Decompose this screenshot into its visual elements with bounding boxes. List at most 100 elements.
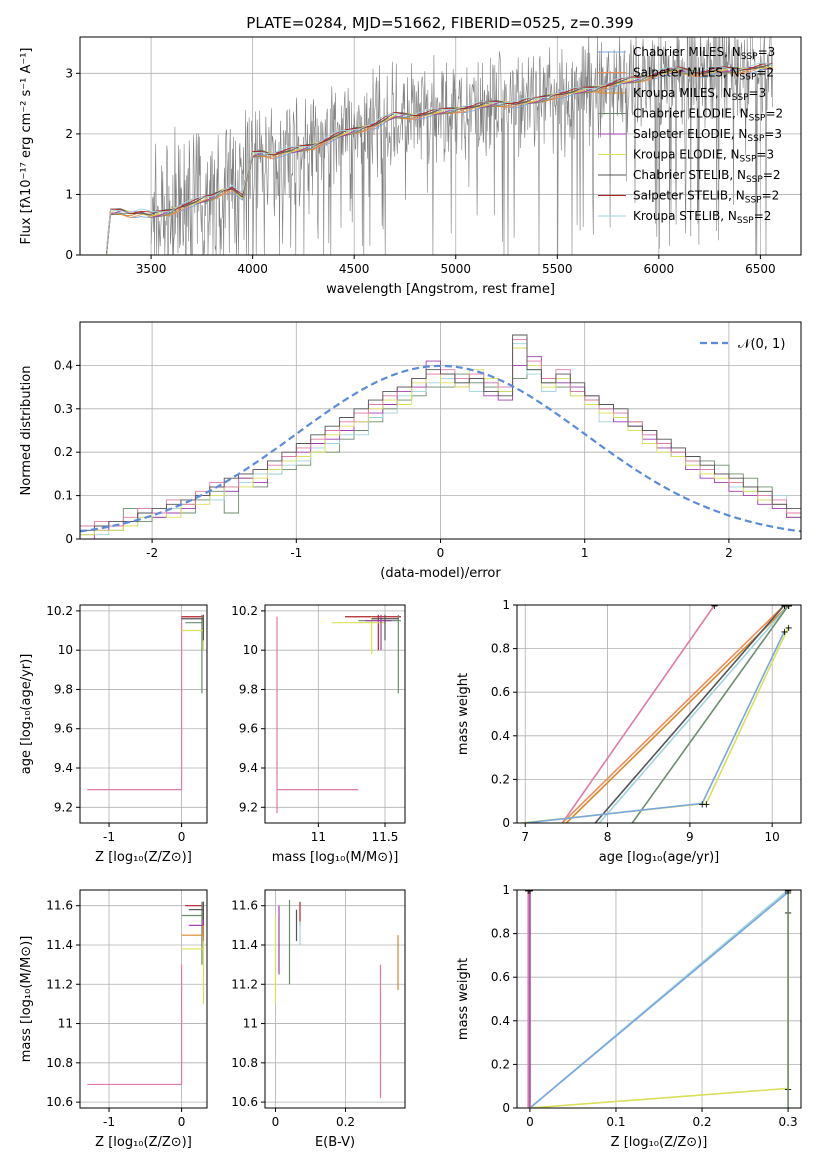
axes-frame — [264, 889, 406, 1109]
y-axis-label: Normed distribution — [19, 366, 34, 496]
y-tick-label: 0.4 — [491, 729, 510, 743]
y-tick-label: 0.4 — [54, 358, 73, 372]
x-tick-label: 5000 — [440, 262, 471, 276]
plot-area — [80, 334, 801, 539]
y-tick-label: 0.8 — [491, 927, 510, 941]
plot-area — [105, 37, 773, 255]
y-tick-label: 10.8 — [46, 1056, 73, 1070]
y-tick-label: 9.4 — [54, 761, 73, 775]
y-tick-label: 3 — [65, 66, 73, 80]
Z-weight-panel: ++ +++++0 0.1 0.2 0.300.20.40.60.81Z [log₁₀(… — [456, 883, 802, 1150]
legend-entry-label: Salpeter ELODIE, NSSP=3 — [633, 127, 782, 144]
cumulative-weight-line — [561, 605, 786, 823]
y-tick-label: 10.6 — [46, 1095, 73, 1109]
y-tick-label: 11.2 — [231, 977, 258, 991]
legend-entry-subscript: SSP — [741, 52, 758, 62]
x-tick-label: 2 — [725, 546, 733, 560]
ebv-mass-panel: 0 0.2 10.6 10.8 11 11.2 11.4 11.6 E(B-V) — [231, 889, 406, 1150]
cumulative-weight-line — [631, 605, 790, 823]
y-tick-label: 0.2 — [491, 1057, 510, 1071]
model-spectrum-line — [105, 62, 773, 252]
x-tick-label: 4500 — [339, 262, 370, 276]
cumulative-weight-line — [525, 630, 786, 823]
x-tick-label: 0 — [178, 830, 186, 844]
x-tick-label: 11.5 — [372, 830, 399, 844]
legend-entry-text: Salpeter MILES, N — [633, 66, 740, 80]
y-tick-label: 10 — [243, 643, 258, 657]
x-axis-label: Z [log₁₀(Z/Z⊙)] — [611, 1135, 708, 1150]
x-tick-label: -1 — [103, 830, 115, 844]
mass-age-panel: 11 11.5 9.2 9.4 9.6 9.8 10 10.2 mass [log₁₀(M/M⊙… — [231, 604, 406, 865]
legend-entry-subscript: SSP — [737, 216, 754, 226]
legend-entry-label: Chabrier STELIB, NSSP=2 — [633, 168, 781, 185]
legend-entry-text: Chabrier ELODIE, N — [633, 107, 749, 121]
y-tick-label: 11.4 — [46, 938, 73, 952]
y-tick-label: 10.8 — [231, 1056, 258, 1070]
x-tick-label: 3500 — [136, 262, 167, 276]
y-axis-label: mass weight — [456, 673, 471, 755]
legend-entry-count: =2 — [762, 189, 780, 203]
x-axis-label: wavelength [Angstrom, rest frame] — [326, 282, 555, 297]
cumulative-weight-line — [561, 605, 716, 823]
legend-entry-subscript: SSP — [732, 93, 749, 103]
legend-entry-text: Kroupa STELIB, N — [633, 209, 737, 223]
x-tick-label: -1 — [103, 1115, 115, 1129]
y-tick-label: 0 — [502, 816, 510, 830]
legend-entry-text: Kroupa ELODIE, N — [633, 148, 740, 162]
legend-entry-label: Kroupa STELIB, NSSP=2 — [633, 209, 771, 226]
weight-marker: + — [784, 601, 792, 612]
x-tick-label: 6500 — [745, 262, 776, 276]
gaussian-legend-label: 𝒩(0, 1) — [738, 337, 785, 352]
legend-entry-subscript: SSP — [749, 114, 766, 124]
y-tick-label: 0.2 — [54, 445, 73, 459]
Z-age-panel: -1 0 9.2 9.4 9.6 9.8 10 10.2 Z [log₁₀(Z/Z⊙)] age … — [19, 604, 208, 865]
weight-marker: + — [524, 886, 532, 897]
y-tick-label: 9.8 — [54, 682, 73, 696]
age-weight-panel: + +++++++++ 7 8 9 10 0 0.2 0.4 0.6 0.8 1 age [log₁₀(… — [456, 598, 802, 865]
cumulative-weight-line — [594, 605, 786, 823]
legend-entry-text: Kroupa MILES, N — [633, 86, 732, 100]
y-tick-label: 11 — [243, 1017, 258, 1031]
y-tick-label: 11.4 — [231, 938, 258, 952]
y-tick-label: 11.6 — [46, 899, 73, 913]
cumulative-weight-line — [565, 605, 790, 823]
legend-entry-subscript: SSP — [746, 175, 763, 185]
y-tick-label: 11 — [58, 1017, 73, 1031]
y-tick-label: 10.6 — [231, 1095, 258, 1109]
x-tick-label: 0 — [526, 1115, 534, 1129]
y-tick-label: 11.6 — [231, 899, 258, 913]
spectrum-panel: 3500 4000 4500 5000 5500 6000 6500 0 1 2 3 waveleng… — [19, 36, 802, 297]
legend-entry-label: Salpeter STELIB, NSSP=2 — [633, 189, 779, 206]
x-tick-label: 1 — [581, 546, 589, 560]
legend-entry-label: Kroupa ELODIE, NSSP=3 — [633, 148, 774, 165]
legend-entry-text: Chabrier MILES, N — [633, 45, 741, 59]
x-axis-label: Z [log₁₀(Z/Z⊙)] — [95, 850, 192, 865]
x-tick-label: -1 — [290, 546, 302, 560]
x-tick-label: 8 — [604, 830, 612, 844]
x-tick-label: 0 — [178, 1115, 186, 1129]
legend-entry-subscript: SSP — [747, 134, 764, 144]
y-tick-label: 0.1 — [54, 489, 73, 503]
x-tick-label: 0.2 — [336, 1115, 355, 1129]
legend-entry-count: =3 — [749, 86, 767, 100]
legend-entry-label: Chabrier MILES, NSSP=3 — [633, 45, 775, 62]
residuals-panel: -2 -1 0 1 2 0 0.1 0.2 0.3 0.4 (data-model)/error No… — [19, 321, 802, 581]
y-tick-label: 9.4 — [239, 761, 258, 775]
y-axis-label: mass weight — [456, 958, 471, 1040]
axes-frame — [516, 604, 802, 824]
legend-entry-count: =2 — [763, 168, 781, 182]
plot-area — [87, 614, 204, 791]
axes-frame — [264, 604, 406, 824]
weight-marker: + — [710, 601, 718, 612]
x-tick-label: 5500 — [542, 262, 573, 276]
x-tick-label: 0.2 — [692, 1115, 711, 1129]
plot-area: + +++++++++ — [521, 601, 793, 823]
model-spectrum-line — [105, 64, 773, 254]
y-tick-label: 9.6 — [239, 722, 258, 736]
x-axis-label: mass [log₁₀(M/M⊙)] — [272, 850, 399, 865]
x-axis-label: (data-model)/error — [380, 566, 501, 581]
y-tick-label: 9.8 — [239, 682, 258, 696]
legend-entry-label: Chabrier ELODIE, NSSP=2 — [633, 107, 783, 124]
y-axis-label: age [log₁₀(age/yr)] — [19, 654, 34, 775]
